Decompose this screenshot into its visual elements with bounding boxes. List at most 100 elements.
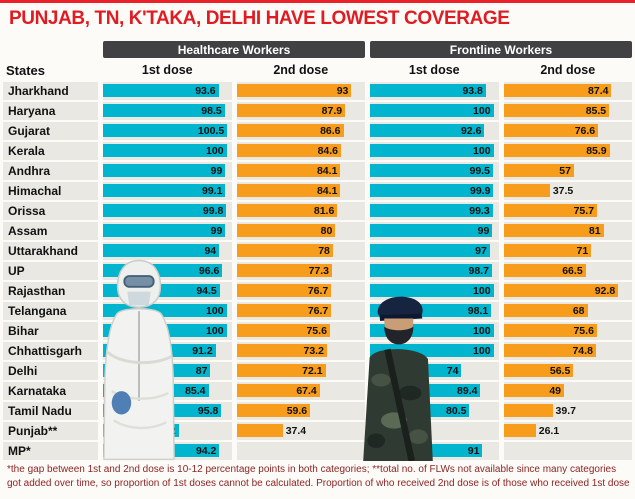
hcw-dose2-cell: 73.2 (236, 342, 365, 360)
hcw-dose2-cell: 87.9 (236, 102, 365, 120)
hcw-dose2-cell: 84.6 (236, 142, 365, 160)
flw-dose1-cell: 99.5 (370, 162, 499, 180)
flw-dose1-cell: 92.6 (370, 122, 499, 140)
flw-dose2-cell: 66.5 (503, 262, 632, 280)
flw-dose2-bar: 81 (503, 224, 604, 237)
hcw-dose2-bar: 76.7 (236, 284, 332, 297)
value-label: 78 (318, 244, 330, 257)
value-label: 84.1 (316, 164, 338, 177)
value-label: 74.8 (572, 344, 593, 357)
flw-dose1-cell: 100 (370, 142, 499, 160)
value-label: 87 (195, 364, 208, 377)
value-label: 72.1 (302, 364, 323, 377)
hcw-dose2-cell: 80 (236, 222, 365, 240)
hcw-dose2-bar: 59.6 (236, 404, 311, 417)
coverage-table: Healthcare Workers Frontline Workers Sta… (3, 41, 632, 460)
headline: PUNJAB, TN, K'TAKA, DELHI HAVE LOWEST CO… (9, 8, 510, 29)
value-label: 26.1 (538, 424, 560, 437)
column-header-hcw-dose2: 2nd dose (273, 63, 329, 77)
hcw-dose1-cell: 100 (103, 302, 232, 320)
hcw-dose2-bar: 87.9 (236, 104, 346, 117)
value-label: 80 (320, 224, 333, 237)
value-label: 93.6 (195, 84, 216, 97)
value-label: 81.6 (313, 204, 335, 217)
hcw-dose1-bar: 99 (103, 224, 226, 237)
value-label: 100 (206, 304, 224, 317)
hcw-dose2-bar: 78 (236, 244, 333, 257)
hcw-dose1-bar: 100 (103, 324, 227, 337)
flw-dose2-cell: 37.5 (503, 182, 632, 200)
state-label: Gujarat (3, 122, 98, 140)
flw-dose2-bar: 66.5 (503, 264, 586, 277)
value-label: 75.6 (573, 324, 594, 337)
flw-dose2-bar: 85.9 (503, 144, 610, 157)
value-label: 100 (473, 324, 491, 337)
flw-dose1-bar: 98.7 (370, 264, 492, 277)
flw-dose2-cell: 74.8 (503, 342, 632, 360)
group-header-healthcare: Healthcare Workers (103, 41, 365, 58)
column-header-hcw-dose1: 1st dose (141, 63, 193, 77)
flw-dose2-bar: 26.1 (503, 424, 559, 437)
flw-dose1-bar: 89.4 (370, 384, 481, 397)
hcw-dose1-bar: 61.2 (103, 424, 179, 437)
flw-dose2-bar: 92.8 (503, 284, 619, 297)
state-label: Haryana (3, 102, 98, 120)
hcw-dose2-bar: 67.4 (236, 384, 320, 397)
flw-dose1-bar: 99.3 (370, 204, 493, 217)
hcw-dose2-cell: 37.4 (236, 422, 365, 440)
hcw-dose1-bar: 94 (103, 244, 220, 257)
flw-dose1-bar: 100 (370, 104, 494, 117)
column-header-flw-dose1: 1st dose (408, 63, 460, 77)
hcw-dose1-bar: 96.6 (103, 264, 223, 277)
flw-dose1-cell: 100 (370, 282, 499, 300)
hcw-dose2-bar: 84.6 (236, 144, 342, 157)
value-label: 89.4 (457, 384, 478, 397)
flw-dose1-cell: 100 (370, 342, 499, 360)
value-label: 81 (588, 224, 601, 237)
hcw-dose1-cell: 99 (103, 222, 232, 240)
hcw-dose1-bar: 100 (103, 304, 227, 317)
hcw-dose1-cell: 85.4 (103, 382, 232, 400)
flw-dose1-bar: 99.5 (370, 164, 493, 177)
hcw-dose1-bar: 99.8 (103, 204, 227, 217)
hcw-dose1-cell: 93.6 (103, 82, 232, 100)
flw-dose1-cell: 99.9 (370, 182, 499, 200)
flw-dose1-bar: 100 (370, 144, 494, 157)
flw-dose2-cell: 81 (503, 222, 632, 240)
flw-dose2-bar: 75.7 (503, 204, 598, 217)
state-label: Bihar (3, 322, 98, 340)
flw-dose1-bar: 99.9 (370, 184, 494, 197)
value-label: 80.5 (446, 404, 467, 417)
state-label: Chhattisgarh (3, 342, 98, 360)
value-label: 37.5 (552, 184, 574, 197)
group-header-frontline: Frontline Workers (370, 41, 632, 58)
flw-dose1-cell: 91 (370, 442, 499, 460)
value-label: 92.8 (594, 284, 616, 297)
hcw-dose2-cell: 77.3 (236, 262, 365, 280)
hcw-dose2-cell (236, 442, 365, 460)
hcw-dose2-cell: 76.7 (236, 302, 365, 320)
value-label: 76.7 (307, 304, 329, 317)
hcw-dose1-cell: 100 (103, 142, 232, 160)
value-label: 75.7 (573, 204, 595, 217)
value-label: 59.6 (286, 404, 308, 417)
flw-dose2-bar: 49 (503, 384, 565, 397)
hcw-dose2-cell: 81.6 (236, 202, 365, 220)
value-label: 96.6 (198, 264, 220, 277)
value-label: 76.6 (574, 124, 596, 137)
value-label: 56.5 (549, 364, 571, 377)
state-label: Tamil Nadu (3, 402, 98, 420)
group-header-spacer (3, 41, 98, 58)
column-header-flw-dose2: 2nd dose (540, 63, 596, 77)
flw-dose2-cell: 26.1 (503, 422, 632, 440)
value-label: 61.2 (155, 424, 176, 437)
flw-dose1-cell: 74 (370, 362, 499, 380)
value-label: 91 (467, 444, 480, 457)
value-label: 98.5 (201, 104, 222, 117)
flw-dose1-bar: 99 (370, 224, 493, 237)
hcw-dose1-bar: 95.8 (103, 404, 222, 417)
value-label: 39.7 (555, 404, 576, 417)
hcw-dose1-bar: 93.6 (103, 84, 219, 97)
flw-dose2-cell: 56.5 (503, 362, 632, 380)
flw-dose2-cell (503, 442, 632, 460)
